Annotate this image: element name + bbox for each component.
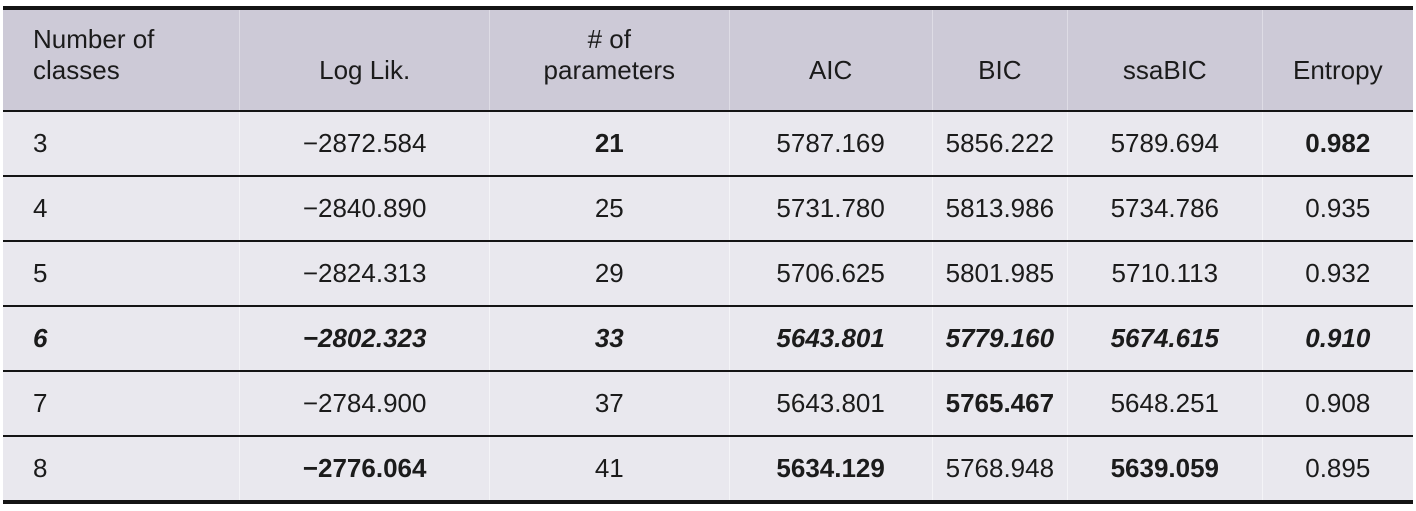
table-row: 8 −2776.064 41 5634.129 5768.948 5639.059 0.89… bbox=[3, 435, 1413, 503]
table-cell: 5734.786 bbox=[1067, 175, 1263, 242]
table-cell: 3 bbox=[3, 111, 240, 177]
column-header-log-lik: Log Lik. bbox=[239, 8, 490, 113]
table-cell: 25 bbox=[488, 175, 730, 242]
table-cell: 5768.948 bbox=[931, 435, 1068, 503]
table-cell: −2802.323 bbox=[239, 305, 490, 372]
column-header-bic: BIC bbox=[931, 8, 1068, 113]
header-row: Number of classes Log Lik. # of paramete… bbox=[3, 8, 1413, 113]
table-cell: 0.935 bbox=[1261, 175, 1413, 242]
table-cell: 5710.113 bbox=[1067, 240, 1263, 307]
column-header-aic: AIC bbox=[728, 8, 933, 113]
table-cell: 5674.615 bbox=[1067, 305, 1263, 372]
column-header-number-of-classes: Number of classes bbox=[3, 8, 240, 113]
column-header-parameters: # of parameters bbox=[488, 8, 730, 113]
table-cell: 4 bbox=[3, 175, 240, 242]
model-fit-statistics-table: Number of classes Log Lik. # of paramete… bbox=[3, 6, 1413, 505]
table-row: 6 −2802.323 33 5643.801 5779.160 5674.615 0.91… bbox=[3, 305, 1413, 372]
table-cell: 29 bbox=[488, 240, 730, 307]
table-cell: 5643.801 bbox=[728, 370, 933, 437]
column-header-entropy: Entropy bbox=[1261, 8, 1413, 113]
table-header: Number of classes Log Lik. # of paramete… bbox=[3, 8, 1413, 113]
table-cell: −2840.890 bbox=[239, 175, 490, 242]
table-cell: −2824.313 bbox=[239, 240, 490, 307]
table-cell: 0.910 bbox=[1261, 305, 1413, 372]
column-header-ssabic: ssaBIC bbox=[1067, 8, 1263, 113]
table-cell: 5643.801 bbox=[728, 305, 933, 372]
table-cell: 6 bbox=[3, 305, 240, 372]
table-cell: −2872.584 bbox=[239, 111, 490, 177]
table-cell: 0.908 bbox=[1261, 370, 1413, 437]
table-cell: 5813.986 bbox=[931, 175, 1068, 242]
table-cell: 5639.059 bbox=[1067, 435, 1263, 503]
table-cell: 5779.160 bbox=[931, 305, 1068, 372]
table-cell: 5801.985 bbox=[931, 240, 1068, 307]
table-cell: 8 bbox=[3, 435, 240, 503]
table-cell: 37 bbox=[488, 370, 730, 437]
table-cell: 33 bbox=[488, 305, 730, 372]
table-cell: 41 bbox=[488, 435, 730, 503]
table-body: 3 −2872.584 21 5787.169 5856.222 5789.694 0.98… bbox=[3, 111, 1413, 503]
table-cell: −2776.064 bbox=[239, 435, 490, 503]
table-row: 5 −2824.313 29 5706.625 5801.985 5710.113 0.93… bbox=[3, 240, 1413, 307]
table-cell: 5706.625 bbox=[728, 240, 933, 307]
table-row: 4 −2840.890 25 5731.780 5813.986 5734.786 0.93… bbox=[3, 175, 1413, 242]
table-cell: 0.895 bbox=[1261, 435, 1413, 503]
table-cell: 7 bbox=[3, 370, 240, 437]
table-row: 7 −2784.900 37 5643.801 5765.467 5648.251 0.90… bbox=[3, 370, 1413, 437]
table-cell: 5 bbox=[3, 240, 240, 307]
table-cell: 5787.169 bbox=[728, 111, 933, 177]
table-cell: 0.932 bbox=[1261, 240, 1413, 307]
table-cell: 5731.780 bbox=[728, 175, 933, 242]
table-row: 3 −2872.584 21 5787.169 5856.222 5789.694 0.98… bbox=[3, 111, 1413, 177]
table-cell: 5634.129 bbox=[728, 435, 933, 503]
table-cell: 21 bbox=[488, 111, 730, 177]
table-cell: −2784.900 bbox=[239, 370, 490, 437]
table-cell: 5765.467 bbox=[931, 370, 1068, 437]
table-cell: 0.982 bbox=[1261, 111, 1413, 177]
table-cell: 5856.222 bbox=[931, 111, 1068, 177]
table-cell: 5789.694 bbox=[1067, 111, 1263, 177]
table-cell: 5648.251 bbox=[1067, 370, 1263, 437]
